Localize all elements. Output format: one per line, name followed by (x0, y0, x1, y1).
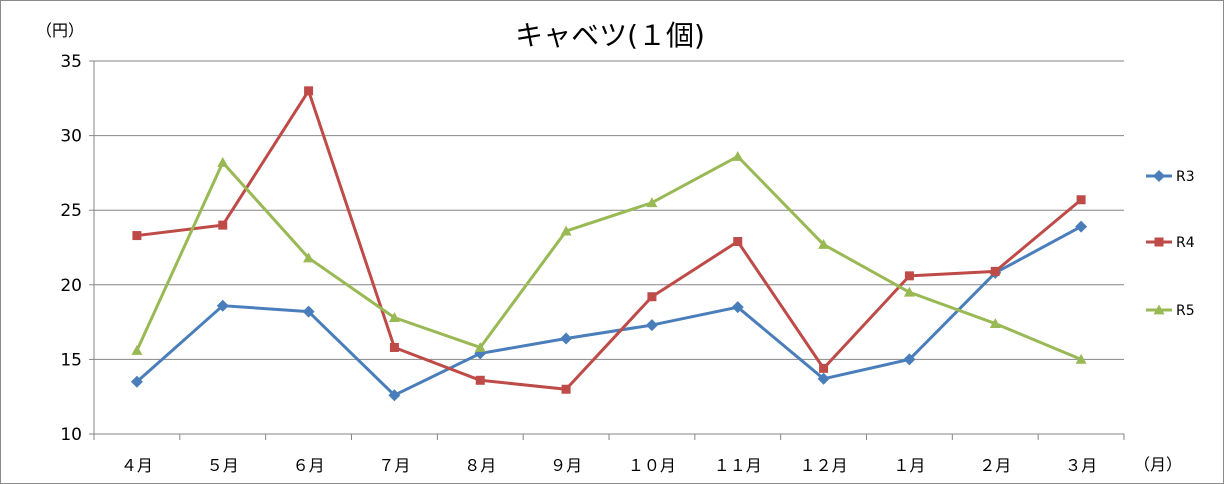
x-tick-label: ３月 (1065, 456, 1097, 475)
data-point-R4 (1076, 195, 1086, 205)
data-point-R3 (1075, 220, 1088, 233)
data-point-R3 (560, 332, 573, 345)
data-point-R3 (731, 301, 744, 314)
data-point-R4 (819, 363, 829, 373)
data-point-R5 (474, 341, 486, 352)
x-axis-unit-label: （月） (1134, 455, 1182, 474)
x-tick-label: １０月 (628, 456, 676, 475)
data-point-R4 (561, 384, 571, 394)
x-tick-labels: ４月 ５月 ６月 ７月 ８月 ９月 １０月 １１月 １２月 １月 ２月 ３月 (121, 456, 1097, 475)
data-point-R4 (733, 237, 743, 247)
legend-marker-R3 (1153, 170, 1165, 182)
legend-label-R4: R4 (1176, 235, 1195, 251)
data-point-R4 (904, 271, 914, 281)
data-point-R4 (389, 342, 399, 352)
data-point-R4 (304, 86, 314, 96)
data-point-R5 (818, 239, 830, 249)
x-tick-label: １１月 (714, 456, 762, 475)
x-tick-label: ８月 (464, 456, 496, 475)
x-tick-label: ９月 (550, 456, 582, 475)
x-tick-label: １月 (893, 456, 925, 475)
legend: R3 R4 R5 (1146, 169, 1195, 319)
data-point-R5 (303, 252, 315, 263)
legend-marker-R5 (1153, 304, 1165, 315)
data-point-R4 (132, 231, 142, 241)
chart-title: キャベツ(１個) (515, 19, 705, 52)
x-tick-label: ７月 (378, 456, 410, 475)
y-axis-unit-label: （円） (36, 21, 84, 40)
y-tick-label: 15 (60, 350, 82, 370)
y-tick-label: 10 (60, 425, 82, 445)
data-point-R3 (903, 353, 916, 366)
data-point-R5 (646, 197, 658, 208)
axes (89, 60, 1125, 440)
data-point-R3 (645, 319, 658, 332)
data-point-R4 (647, 292, 657, 302)
series-line-R5 (135, 154, 1082, 361)
x-tick-label: ６月 (293, 456, 325, 475)
data-point-R5 (989, 318, 1001, 328)
data-point-R5 (1075, 353, 1087, 364)
data-point-R5 (560, 225, 572, 236)
data-point-R3 (817, 372, 830, 385)
y-tick-label: 35 (60, 52, 82, 72)
x-tick-label: ４月 (121, 456, 153, 475)
legend-label-R3: R3 (1176, 169, 1195, 185)
x-tick-label: ２月 (979, 456, 1011, 475)
y-tick-label: 25 (60, 201, 82, 221)
series-lines (130, 86, 1088, 402)
legend-marker-R4 (1154, 237, 1164, 247)
data-point-R4 (475, 375, 485, 385)
x-tick-label: １２月 (800, 456, 848, 475)
y-tick-label: 20 (60, 276, 82, 296)
data-point-R5 (131, 344, 143, 355)
data-point-R5 (217, 156, 229, 167)
legend-label-R5: R5 (1176, 303, 1195, 319)
series-line-R3 (135, 225, 1082, 397)
data-point-R5 (903, 286, 915, 297)
data-point-R3 (302, 305, 315, 318)
series-line-R4 (136, 89, 1083, 391)
data-point-R5 (388, 312, 400, 323)
data-point-R4 (218, 220, 228, 230)
data-point-R4 (990, 266, 1000, 276)
data-point-R3 (130, 375, 143, 388)
y-tick-labels: 10 15 20 25 30 35 (60, 52, 82, 445)
x-tick-label: ５月 (207, 456, 239, 475)
y-tick-label: 30 (60, 127, 82, 147)
data-point-R3 (388, 389, 401, 402)
data-point-R3 (216, 299, 229, 312)
data-point-R5 (732, 150, 744, 161)
